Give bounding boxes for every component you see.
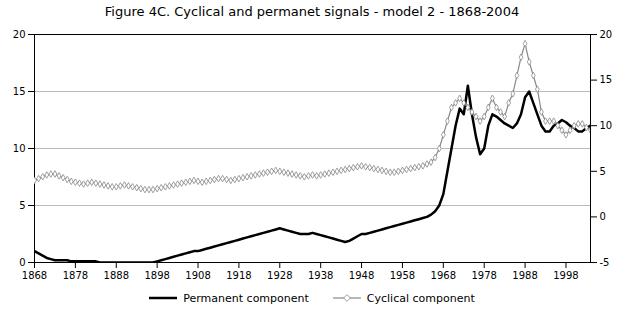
svg-text:1868: 1868 (22, 270, 47, 281)
svg-text:20: 20 (13, 29, 26, 40)
svg-text:1928: 1928 (267, 270, 292, 281)
html-text:Permanent component: Permanent component (183, 291, 309, 305)
svg-text:1998: 1998 (553, 270, 578, 281)
svg-text:5: 5 (19, 200, 25, 211)
svg-text:-5: -5 (600, 257, 610, 268)
svg-text:1968: 1968 (431, 270, 456, 281)
svg-text:1988: 1988 (512, 270, 537, 281)
svg-text:1908: 1908 (185, 270, 210, 281)
svg-text:1878: 1878 (63, 270, 88, 281)
svg-text:5: 5 (600, 166, 606, 177)
svg-text:1898: 1898 (144, 270, 169, 281)
svg-text:1978: 1978 (471, 270, 496, 281)
svg-text:1938: 1938 (308, 270, 333, 281)
svg-text:1888: 1888 (104, 270, 129, 281)
svg-text:1918: 1918 (226, 270, 251, 281)
svg-text:15: 15 (13, 86, 26, 97)
svg-text:0: 0 (19, 257, 25, 268)
svg-text:10: 10 (13, 143, 26, 154)
svg-text:15: 15 (600, 74, 613, 85)
svg-text:0: 0 (600, 211, 606, 222)
svg-text:1958: 1958 (390, 270, 415, 281)
svg-text:20: 20 (600, 29, 613, 40)
svg-text:1948: 1948 (349, 270, 374, 281)
html-text:Cyclical component: Cyclical component (366, 291, 475, 305)
html-text:Figure 4C. Cyclical and perman: Figure 4C. Cyclical and permanet signals… (104, 4, 520, 19)
svg-text:10: 10 (600, 120, 613, 131)
